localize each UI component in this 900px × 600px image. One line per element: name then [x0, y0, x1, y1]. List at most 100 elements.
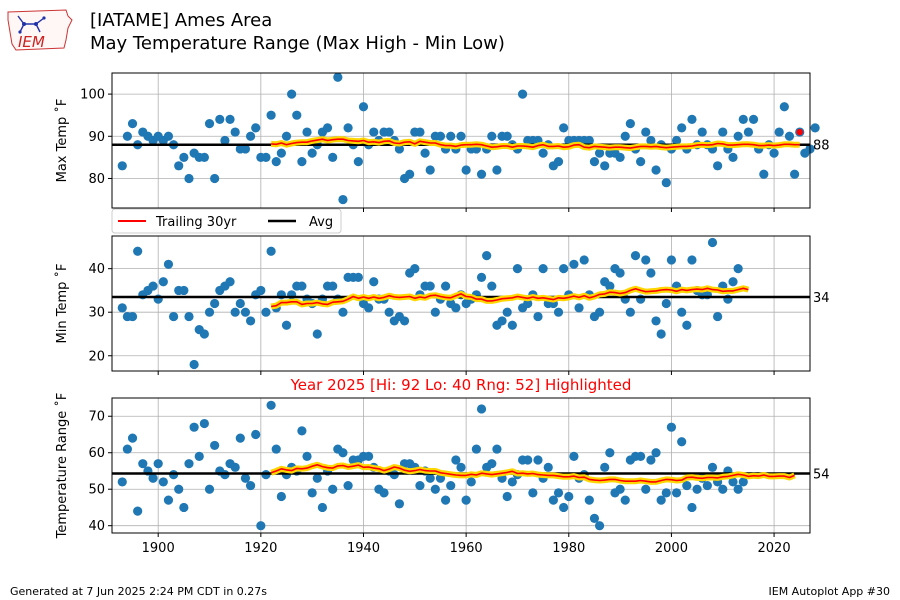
data-point: [297, 281, 307, 291]
data-point: [266, 110, 276, 120]
data-point: [215, 114, 225, 125]
data-point: [266, 246, 276, 256]
data-point: [369, 127, 379, 137]
data-point: [615, 268, 625, 278]
data-point: [425, 473, 435, 483]
data-point: [210, 298, 220, 309]
data-point: [158, 477, 168, 487]
data-point: [281, 131, 292, 141]
data-point: [441, 281, 451, 291]
data-point: [446, 480, 456, 491]
data-point: [718, 484, 728, 494]
data-point: [230, 307, 240, 317]
data-point: [733, 264, 743, 274]
data-point: [353, 272, 363, 282]
data-point: [594, 148, 605, 158]
data-point: [589, 156, 600, 167]
data-point: [199, 152, 209, 162]
data-point: [605, 448, 615, 458]
data-point: [538, 148, 548, 158]
data-point: [425, 165, 435, 175]
data-point: [636, 451, 646, 461]
data-point: [497, 316, 507, 326]
data-point: [707, 462, 718, 472]
data-point: [148, 473, 158, 483]
highlight-title: Year 2025 [Hi: 92 Lo: 40 Rng: 52] Highli…: [290, 376, 632, 394]
data-point: [507, 320, 517, 330]
data-point: [625, 307, 635, 317]
data-point: [256, 285, 266, 296]
y-axis-label: Max Temp ˚F: [54, 99, 70, 183]
data-point: [728, 277, 738, 287]
data-point: [507, 477, 517, 487]
legend-box: [111, 208, 342, 234]
data-point: [677, 307, 687, 317]
data-point: [651, 448, 661, 458]
average-value-label: 54: [813, 468, 830, 483]
data-point: [199, 418, 209, 429]
data-point: [158, 277, 168, 287]
data-point: [199, 329, 209, 339]
y-tick-label: 70: [88, 410, 105, 425]
data-point: [184, 173, 194, 184]
data-point: [548, 495, 558, 505]
data-point: [204, 307, 215, 317]
data-point: [605, 281, 615, 291]
y-tick-label: 40: [88, 262, 105, 277]
data-point: [312, 473, 322, 483]
data-point: [641, 255, 651, 265]
data-point: [117, 161, 127, 171]
data-point: [174, 484, 184, 494]
data-point: [713, 311, 723, 322]
data-point: [682, 320, 692, 330]
data-point: [559, 264, 569, 274]
data-point: [661, 178, 671, 188]
data-point: [425, 281, 435, 291]
data-point: [523, 298, 533, 309]
data-point: [456, 131, 466, 141]
data-point: [235, 298, 245, 309]
data-point: [451, 303, 461, 313]
data-point: [163, 131, 174, 141]
data-point: [661, 488, 671, 498]
data-point: [276, 148, 286, 158]
data-point: [687, 114, 697, 125]
y-axis-label: Temperature Range ˚F: [54, 393, 70, 540]
data-point: [779, 102, 789, 112]
data-point: [394, 499, 405, 509]
x-tick-label: 1900: [142, 541, 175, 556]
data-point: [641, 127, 651, 137]
data-point: [343, 123, 353, 133]
data-point: [666, 422, 677, 432]
data-point: [230, 127, 240, 137]
data-point: [358, 102, 369, 112]
data-point: [333, 72, 343, 82]
data-point: [174, 161, 184, 171]
data-point: [584, 495, 594, 505]
data-point: [297, 156, 307, 167]
data-point: [707, 237, 718, 248]
y-tick-label: 90: [88, 130, 105, 145]
data-point: [666, 255, 677, 265]
data-point: [312, 329, 322, 339]
highlight-point: [796, 128, 803, 136]
data-point: [441, 495, 451, 505]
data-point: [784, 131, 795, 141]
data-point: [646, 455, 656, 465]
x-tick-label: 1920: [244, 541, 277, 556]
data-point: [240, 144, 251, 154]
logo-text: IEM: [18, 33, 45, 51]
data-point: [189, 359, 199, 370]
trailing-line: [270, 463, 795, 483]
data-point: [569, 259, 579, 269]
data-point: [594, 521, 605, 531]
data-point: [204, 119, 215, 129]
data-point: [281, 320, 292, 330]
data-point: [271, 156, 281, 167]
data-point: [641, 484, 651, 494]
data-point: [600, 462, 610, 472]
data-point: [461, 165, 471, 175]
data-point: [748, 114, 759, 125]
data-point: [276, 491, 286, 502]
data-point: [179, 502, 189, 513]
